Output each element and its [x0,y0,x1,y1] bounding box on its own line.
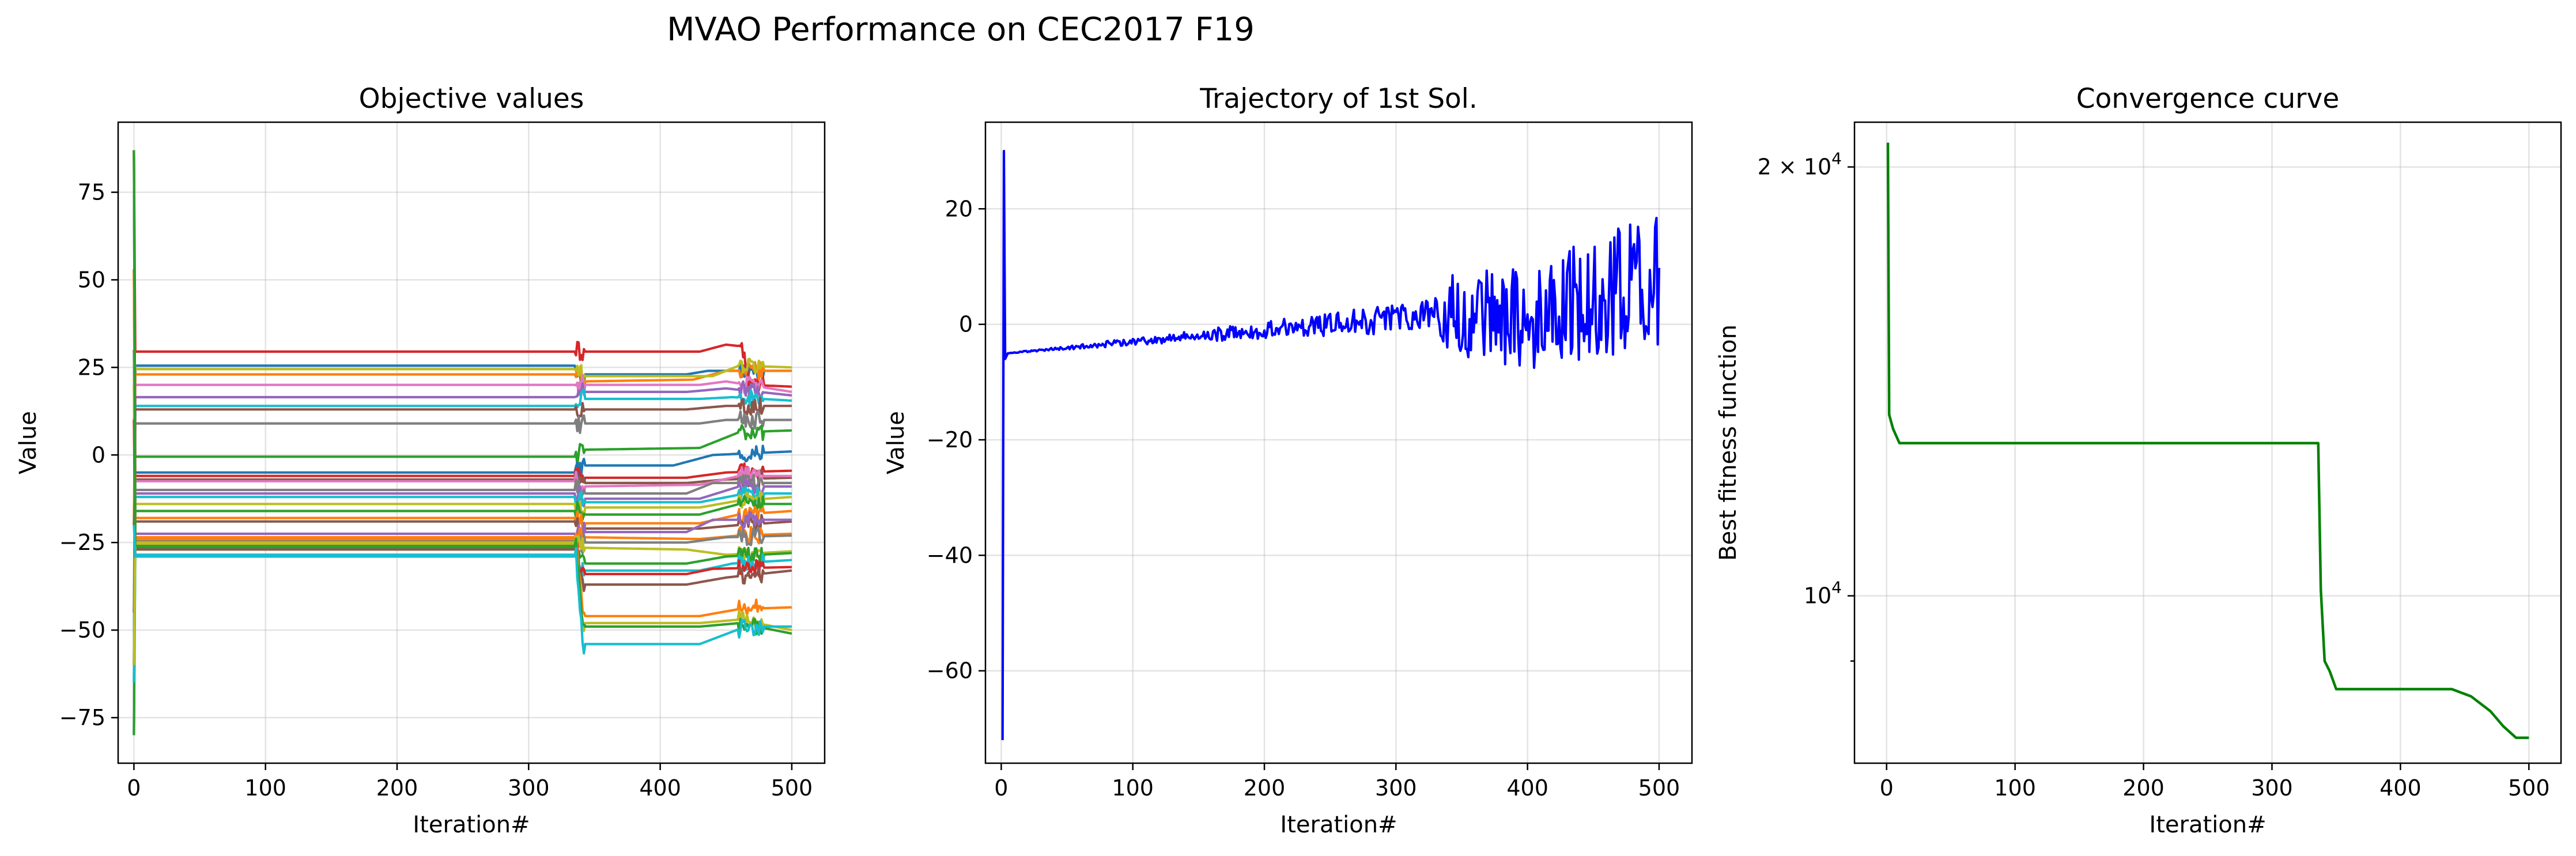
x-axis-label: Iteration# [413,812,530,838]
x-tick-label: 500 [771,775,813,801]
series-line [133,397,792,420]
x-tick-label: 100 [244,775,286,801]
x-tick-label: 400 [639,775,681,801]
x-tick-label: 0 [127,775,141,801]
series-line [133,525,792,655]
y-tick-label: 20 [945,196,973,221]
subplot-objective-values: 0 100 200 300 400 500 −75 −50 −25 0 25 50 75 Objecti… [15,83,826,838]
series-line [133,485,792,683]
x-tick-label: 0 [1880,775,1894,801]
x-tick-label: 200 [1244,775,1286,801]
series-line [134,374,792,397]
y-axis-label: Value [883,411,909,474]
series-line [133,384,792,564]
y-axis-label: Best fitness function [1715,325,1742,561]
series-line [133,545,792,736]
y-tick-label: 2 × 104 [1758,149,1842,180]
series-line [133,514,792,665]
x-axis-label: Iteration# [2149,812,2266,838]
x-tick-label: 400 [1506,775,1548,801]
x-tick-label: 100 [1994,775,2036,801]
x-tick-label: 0 [994,775,1008,801]
x-tick-label: 200 [376,775,418,801]
series-line [133,349,792,555]
subplot-title: Objective values [359,83,584,115]
series-line [133,420,792,518]
series-line [133,469,792,525]
series-line [133,535,792,665]
series-line [133,525,792,548]
series-line [133,150,792,484]
y-tick-label: 75 [78,180,105,205]
series-line [133,444,792,665]
series-line [133,349,792,497]
axes-frame [984,121,1693,764]
series-line [133,410,792,613]
series-line [133,150,792,394]
y-tick-label: −40 [927,542,973,568]
y-tick-label: 50 [78,267,105,292]
x-tick-label: 100 [1112,775,1154,801]
x-tick-label: 300 [2251,775,2293,801]
y-tick-label: −20 [927,427,973,452]
y-tick-label: 25 [78,355,105,380]
series-line [133,361,792,525]
y-tick-label: 0 [959,312,973,337]
subplot-trajectory-first-solution: 0 100 200 300 400 500 −60 −40 −20 0 20 Trajectory … [883,83,1693,838]
y-tick-label: 0 [92,442,105,467]
x-tick-label: 300 [508,775,550,801]
axes-frame [1853,121,2562,764]
x-tick-label: 500 [2508,775,2550,801]
y-axis-label: Value [15,411,41,474]
series-line [133,551,792,683]
series-line [1886,142,2529,740]
series-line [133,388,792,683]
axes-frame [117,121,826,764]
figure-title: MVAO Performance on CEC2017 F19 [667,11,1255,48]
y-tick-label: −75 [59,705,105,730]
subplot-convergence-curve: 0 100 200 300 400 500 104 2 × 104 Convergence c… [1715,83,2562,838]
series-line [133,478,792,736]
series-line [133,495,792,613]
series-line [133,363,792,665]
series-line [133,384,792,501]
series-line [1001,150,1660,740]
y-tick-label: 104 [1804,578,1842,609]
series-line [133,380,792,736]
series-line [133,150,792,636]
x-tick-label: 500 [1638,775,1680,801]
series-line [133,269,792,535]
x-tick-label: 300 [1375,775,1417,801]
series-line [133,150,792,543]
series-line [133,269,792,467]
y-tick-label: −50 [59,617,105,643]
x-tick-label: 400 [2379,775,2422,801]
x-axis-label: Iteration# [1280,812,1397,838]
y-tick-label: −25 [59,530,105,555]
subplot-title: Trajectory of 1st Sol. [1199,83,1478,115]
series-line [133,544,792,613]
subplot-title: Convergence curve [2076,83,2340,115]
y-tick-label: −60 [927,658,973,684]
series-line [133,269,792,617]
x-tick-label: 200 [2122,775,2165,801]
series-line [133,349,792,388]
